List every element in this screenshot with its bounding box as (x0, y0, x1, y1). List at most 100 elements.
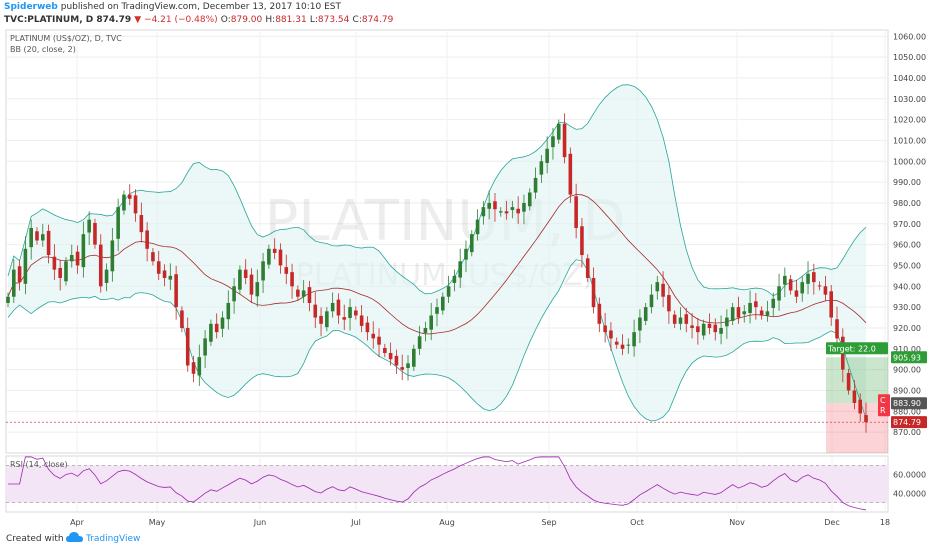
candle-body (75, 251, 80, 266)
candle (301, 280, 306, 303)
candle-body (800, 282, 805, 294)
stop-badge-c-text: C (880, 396, 886, 405)
candle-body (585, 258, 590, 278)
candle (736, 296, 741, 324)
y-tick-label: 980.00 (893, 199, 921, 208)
candle-body (788, 279, 793, 291)
x-tick-label: Aug (439, 518, 455, 527)
candle (81, 221, 86, 278)
candle-body (655, 282, 660, 292)
candle (151, 247, 155, 266)
candle-body (296, 289, 300, 297)
candle (243, 259, 248, 285)
candle-body (690, 325, 694, 328)
candle-body (522, 202, 526, 212)
candle (701, 319, 706, 340)
candle (313, 292, 318, 328)
candle (133, 189, 138, 222)
candle (383, 343, 387, 358)
candle-body (667, 295, 671, 312)
candle (730, 302, 735, 326)
candle (40, 223, 45, 247)
candle (672, 310, 677, 328)
candle-body (116, 207, 120, 239)
candle (609, 322, 613, 351)
candle-body (301, 290, 306, 297)
candle-body (87, 219, 91, 233)
candle-body (81, 234, 86, 268)
candle-body (319, 315, 323, 324)
candle (203, 330, 207, 368)
candle-body (110, 240, 115, 272)
candle (580, 217, 584, 268)
candle-body (754, 301, 758, 308)
candle (487, 190, 491, 220)
candle-body (493, 201, 497, 210)
candle (585, 254, 590, 283)
stop-badge-r: R (878, 404, 890, 417)
open-label: O: (220, 15, 231, 25)
candle-body (736, 307, 741, 318)
candle (110, 227, 115, 282)
candle-body (609, 330, 613, 339)
candle-body (417, 336, 422, 349)
candle (348, 298, 352, 331)
candle-body (556, 123, 561, 140)
symbol-label: TVC:PLATINUM, D (4, 15, 94, 25)
candle (365, 316, 370, 341)
candle (638, 309, 642, 343)
y-tick-label: 930.00 (893, 303, 921, 312)
candle (209, 319, 213, 346)
stop-badge-c-bg (878, 394, 890, 407)
candle (214, 313, 219, 339)
candle (823, 275, 828, 301)
x-tick-label: May (149, 518, 166, 527)
candle (788, 275, 793, 295)
candle (858, 393, 862, 422)
candle-body (371, 333, 376, 339)
candle-body (226, 302, 231, 320)
footer: Created with TradingView (0, 528, 932, 550)
high-value: 881.31 (275, 15, 307, 25)
candle (493, 192, 497, 222)
candle (162, 264, 167, 287)
entry-price-tag-text: 883.90 (893, 399, 921, 408)
candle-body (829, 291, 834, 318)
candle-body (180, 310, 184, 328)
candle-body (348, 307, 352, 318)
current-price-tag-text: 874.79 (893, 418, 921, 427)
candle-body (52, 256, 57, 270)
candle-body (516, 208, 520, 214)
candle-body (562, 123, 567, 158)
x-tick-label: Apr (70, 518, 85, 527)
candle-body (510, 207, 515, 211)
candle (852, 380, 857, 410)
y-tick-label: 990.00 (893, 178, 921, 187)
rsi-indicator-label: RSI (14, close) (10, 460, 68, 469)
candle (64, 257, 68, 286)
candle-body (730, 307, 735, 321)
candle (846, 368, 851, 395)
candle (452, 269, 457, 292)
candle (412, 344, 416, 371)
author-name[interactable]: Spiderweb (4, 2, 58, 12)
target-label-bg (826, 342, 888, 355)
candle (296, 285, 300, 301)
candle (817, 281, 822, 291)
candle-body (46, 230, 51, 256)
y-tick-label: 1030.00 (893, 95, 926, 104)
tradingview-brand[interactable]: TradingView (86, 534, 141, 544)
low-label: L: (309, 15, 318, 25)
candle-body (858, 399, 862, 414)
candle-body (661, 283, 665, 297)
candle-body (614, 341, 619, 345)
candle (684, 307, 689, 333)
candle-body (748, 302, 752, 313)
stop-zone (826, 403, 888, 453)
candle-body (40, 234, 45, 241)
x-tick-label: Nov (729, 518, 745, 527)
candle-body (441, 296, 445, 311)
candle-body (713, 324, 718, 333)
candle-body (696, 326, 700, 333)
